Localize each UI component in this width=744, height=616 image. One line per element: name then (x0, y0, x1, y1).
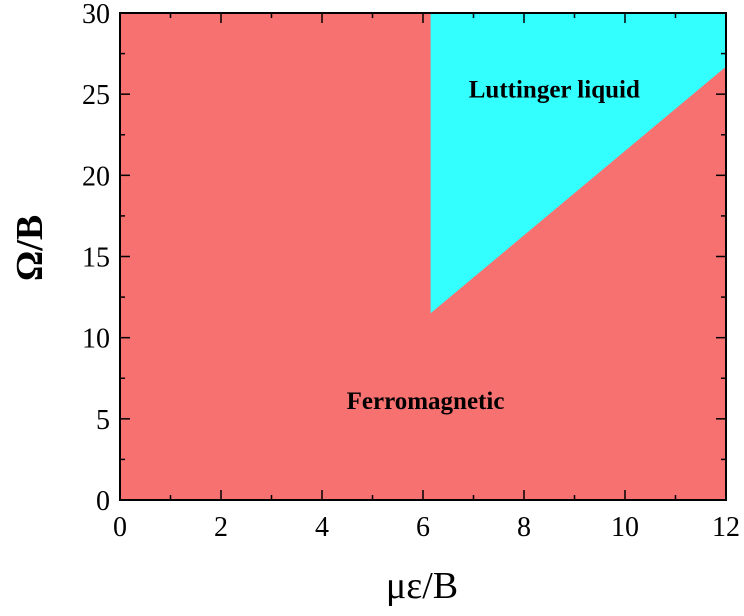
y-tick-label: 5 (96, 405, 110, 436)
region-annotations: Luttinger liquid Ferromagnetic (347, 76, 640, 415)
x-tick-label: 10 (611, 512, 639, 543)
y-axis-label: Ω/B (9, 215, 51, 281)
annotation-luttinger-liquid: Luttinger liquid (469, 76, 640, 103)
axis-ticks (119, 12, 727, 501)
region-luttinger-liquid (430, 13, 726, 314)
y-tick-label: 20 (82, 161, 110, 192)
x-tick-label: 0 (113, 512, 127, 543)
y-tick-label: 15 (82, 243, 110, 274)
x-axis-label: με/B (386, 565, 458, 607)
annotation-ferromagnetic: Ferromagnetic (347, 388, 505, 415)
x-tick-label: 12 (712, 512, 740, 543)
x-tick-label: 8 (517, 512, 531, 543)
regions-layer (120, 13, 726, 500)
x-tick-label: 2 (214, 512, 228, 543)
axis-tick-labels: 0 2 4 6 8 10 12 0 5 10 15 20 25 30 (82, 0, 740, 543)
y-tick-label: 25 (82, 80, 110, 111)
x-tick-label: 4 (315, 512, 329, 543)
y-tick-label: 0 (96, 486, 110, 517)
y-tick-label: 10 (82, 324, 110, 355)
y-tick-label: 30 (82, 0, 110, 30)
x-tick-label: 6 (416, 512, 430, 543)
